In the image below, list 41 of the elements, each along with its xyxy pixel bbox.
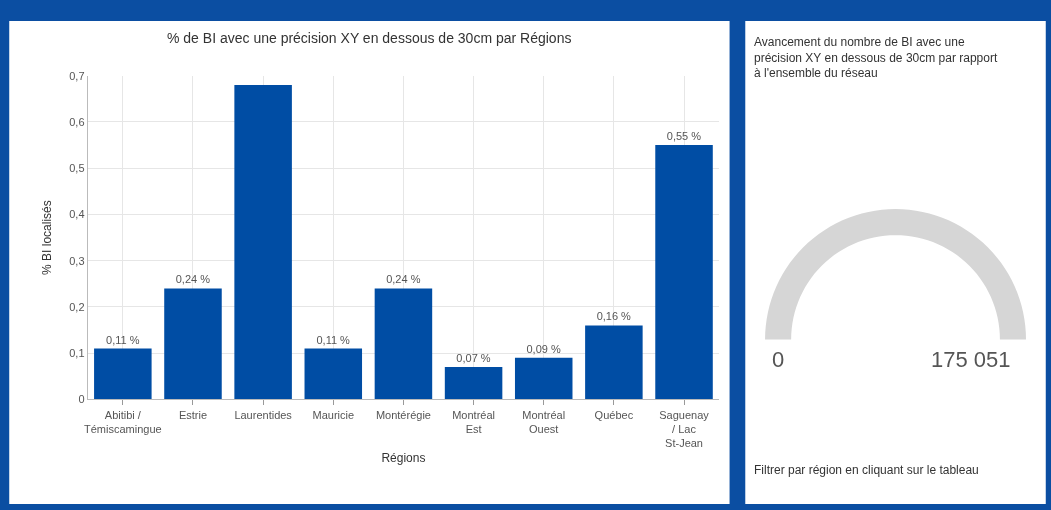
x-tick-label: Québec (594, 408, 634, 421)
bar (444, 367, 503, 400)
y-tick-label: 0,2 (69, 300, 85, 313)
data-label: 0,16 % (596, 310, 632, 323)
data-label: 0,11 % (316, 333, 351, 346)
text: 175 051 (931, 347, 1011, 372)
x-tick-label: Laurentides (234, 408, 293, 421)
data-label: 0,09 % (526, 342, 561, 355)
x-tick-label: Abitibi / Témiscamingue (84, 408, 162, 435)
bar (655, 145, 713, 400)
text: 0 (772, 347, 785, 372)
x-tick-label: Estrie (178, 408, 208, 421)
x-tick-label: Montérégie (375, 408, 431, 421)
x-tick-label: Saguenay / Lac St-Jean (659, 408, 710, 450)
data-label: 0,24 % (386, 273, 421, 286)
data-label: 0,24 % (175, 273, 211, 286)
y-tick-label: 0,6 (69, 115, 85, 128)
bar (94, 348, 152, 400)
y-tick-label: 0,7 (69, 69, 85, 82)
bar (164, 288, 222, 400)
bar (304, 348, 363, 400)
x-tick-label: Mauricie (312, 408, 355, 421)
bar (234, 84, 292, 400)
x-tick-label: Montréal Est (452, 408, 495, 435)
x-tick-label: Montréal Ouest (522, 408, 566, 435)
bar (585, 325, 643, 400)
y-axis-title: % BI localisés (39, 200, 54, 275)
bar (514, 357, 573, 400)
y-tick-label: 0,1 (69, 347, 85, 360)
y-tick-label: 0,4 (69, 208, 85, 221)
bar (374, 288, 433, 400)
y-tick-label: 0 (78, 393, 85, 406)
data-label: 0,11 % (106, 333, 140, 346)
x-axis-title: Régions (381, 451, 426, 466)
text: Avancement du nombre de BI avec une précision XY en dessous de 30cm par rapport à l'ensemble du réseau (754, 35, 998, 81)
data-label: 0,07 % (456, 352, 491, 365)
text: Filtrer par région en cliquant sur le tableau (754, 463, 979, 477)
y-tick-label: 0,5 (69, 162, 85, 175)
y-tick-label: 0,3 (69, 254, 85, 267)
chart-title: % de BI avec une précision XY en dessous de 30cm par Régions (167, 30, 572, 46)
data-label: 0,55 % (666, 130, 702, 143)
